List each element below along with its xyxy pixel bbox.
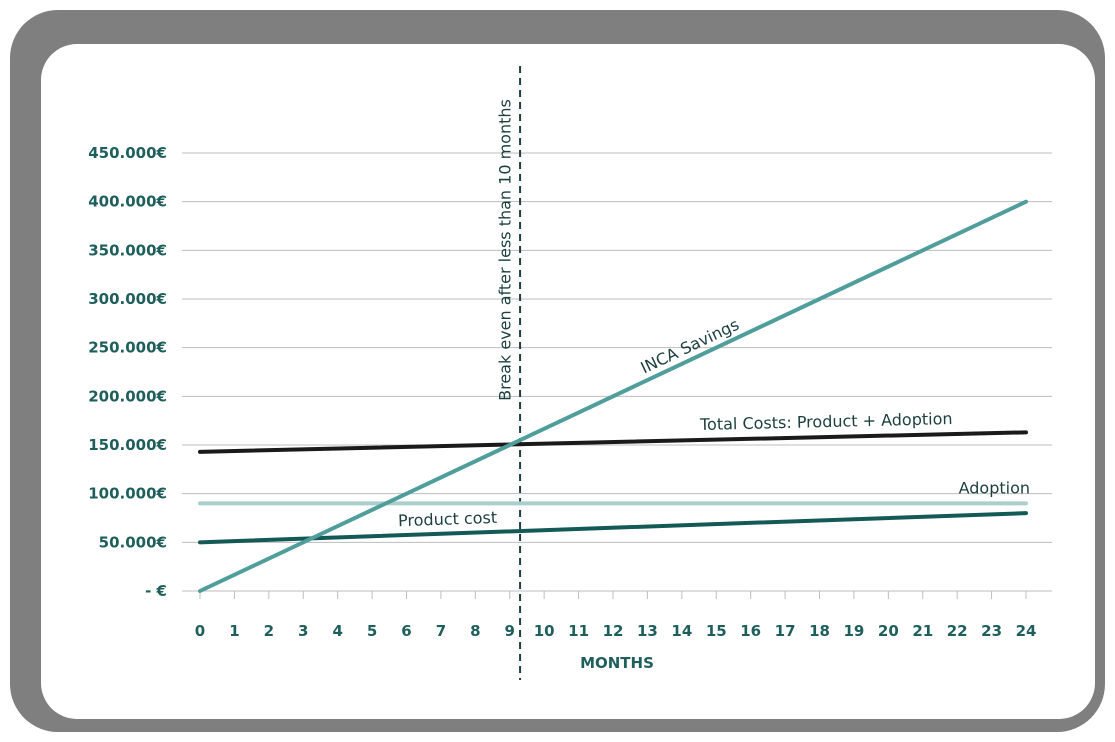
product-cost-line <box>198 511 1028 545</box>
x-tick-label: 2 <box>264 622 274 640</box>
x-tick-label: 8 <box>470 622 480 640</box>
grid-lines <box>182 152 1052 592</box>
y-tick-label: 300.000€ <box>88 290 167 308</box>
y-tick-label: 100.000€ <box>88 485 167 503</box>
total-costs-line <box>198 430 1028 454</box>
chart-panel <box>41 44 1095 719</box>
x-tick-label: 10 <box>534 622 555 640</box>
break-even-annotation: Break even after less than 10 months <box>496 99 515 401</box>
x-tick-label: 7 <box>436 622 446 640</box>
x-tick-label: 16 <box>740 622 761 640</box>
x-tick-label: 3 <box>298 622 308 640</box>
x-tick-label: 5 <box>367 622 377 640</box>
series-lines <box>198 199 1028 593</box>
x-tick-label: 0 <box>195 622 205 640</box>
y-tick-label: 450.000€ <box>88 144 167 162</box>
x-tick-label: 23 <box>981 622 1002 640</box>
x-tick-label: 13 <box>637 622 658 640</box>
x-tick-label: 24 <box>1016 622 1037 640</box>
y-axis-tick-labels: - € 50.000€ 100.000€ 150.000€ 200.000€ 250.00… <box>88 144 167 600</box>
x-tick-label: 19 <box>843 622 864 640</box>
adoption-series-label: Adoption <box>959 478 1030 497</box>
x-axis-tick-labels: 0 1 2 3 4 5 6 7 8 9 10 11 12 13 14 15 16 17 18 19 20 21 22 23 24 <box>195 591 1037 640</box>
x-tick-label: 6 <box>401 622 411 640</box>
x-tick-label: 18 <box>809 622 830 640</box>
x-tick-label: 1 <box>229 622 239 640</box>
x-tick-label: 9 <box>505 622 515 640</box>
y-tick-label: - € <box>145 582 167 600</box>
y-tick-label: 200.000€ <box>88 387 167 405</box>
x-tick-label: 15 <box>706 622 727 640</box>
x-tick-label: 22 <box>947 622 968 640</box>
inca-savings-line <box>198 199 1028 593</box>
inca-savings-series-label: INCA Savings <box>638 315 742 378</box>
total-costs-series-label: Total Costs: Product + Adoption <box>699 409 953 434</box>
x-tick-label: 14 <box>671 622 692 640</box>
product-cost-series-label: Product cost <box>398 508 498 530</box>
x-tick-label: 4 <box>332 622 342 640</box>
y-tick-label: 50.000€ <box>99 533 167 551</box>
chart-frame <box>10 10 1105 732</box>
y-tick-label: 150.000€ <box>88 436 167 454</box>
x-tick-label: 21 <box>912 622 933 640</box>
y-tick-label: 350.000€ <box>88 241 167 259</box>
y-tick-label: 250.000€ <box>88 339 167 357</box>
x-tick-label: 20 <box>878 622 899 640</box>
x-tick-label: 17 <box>775 622 796 640</box>
x-axis-label: MONTHS <box>580 654 654 672</box>
x-tick-label: 12 <box>603 622 624 640</box>
x-tick-label: 11 <box>568 622 589 640</box>
y-tick-label: 400.000€ <box>88 193 167 211</box>
